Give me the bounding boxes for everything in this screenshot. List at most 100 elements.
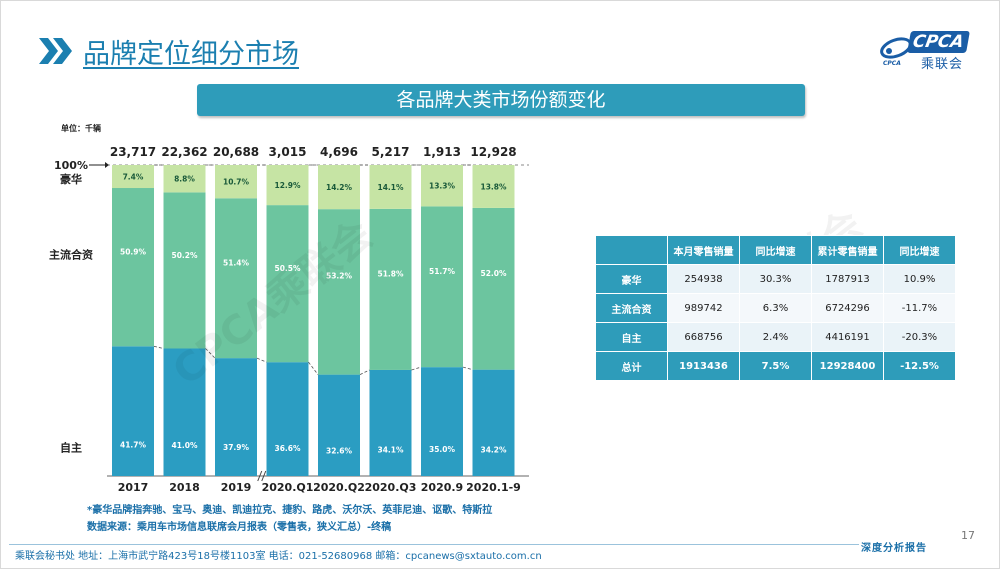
table-cell: 1913436 <box>667 351 740 381</box>
axis-break-mark <box>261 470 267 482</box>
row-header: 豪华 <box>595 264 668 294</box>
data-label: 14.1% <box>377 183 404 192</box>
footer-divider <box>9 544 859 545</box>
data-label: 41.0% <box>171 441 198 450</box>
data-label: 50.5% <box>274 264 301 273</box>
table-row: 主流合资 989742 6.3% 6724296 -11.7% <box>595 293 956 323</box>
table-row: 豪华 254938 30.3% 1787913 10.9% <box>595 264 956 294</box>
data-label: 32.6% <box>326 447 353 456</box>
bar-豪华-2020.9 <box>421 165 463 207</box>
chart-banner: 各品牌大类市场份额变化 <box>197 84 805 116</box>
table-header-row: 本月零售销量 同比增速 累计零售销量 同比增速 <box>595 235 956 265</box>
row-header: 总计 <box>595 351 668 381</box>
logo-brand: CPCA <box>907 31 970 53</box>
cpca-logo: CPCA 乘联会 CPCA <box>879 31 974 72</box>
boundary-connector <box>205 348 216 359</box>
bar-主流合资-2019 <box>215 198 257 359</box>
table-header-cell <box>595 235 668 265</box>
top-100-label: 100% <box>54 159 88 172</box>
bar-主流合资-2020.Q3 <box>369 208 412 370</box>
data-label: 35.0% <box>429 445 456 454</box>
bar-豪华-2017 <box>112 165 154 189</box>
x-tick-label: 2020.Q3 <box>365 481 417 494</box>
data-label: 12.9% <box>274 181 301 190</box>
table-cell: 12928400 <box>811 351 884 381</box>
bar-自主-2019 <box>215 358 257 476</box>
table-row: 自主 668756 2.4% 4416191 -20.3% <box>595 322 956 352</box>
data-label: 10.7% <box>223 178 250 187</box>
table-header-cell: 本月零售销量 <box>667 235 740 265</box>
bar-主流合资-2020.9 <box>421 206 463 368</box>
total-label: 5,217 <box>372 145 410 159</box>
total-label: 4,696 <box>320 145 358 159</box>
table-total-row: 总计 1913436 7.5% 12928400 -12.5% <box>595 351 956 381</box>
x-tick-label: 2020.Q1 <box>262 481 314 494</box>
data-label: 34.2% <box>480 446 507 455</box>
bar-自主-2020.Q1 <box>266 362 309 476</box>
data-label: 51.7% <box>429 267 456 276</box>
data-source: 数据来源：乘用车市场信息联席会月报表（零售表，狭义汇总）-终稿 <box>87 522 392 533</box>
table-header-cell: 累计零售销量 <box>811 235 884 265</box>
axis-break-mark <box>257 470 263 482</box>
bar-豪华-2018 <box>163 165 206 193</box>
table-cell: 6724296 <box>811 293 884 323</box>
data-label: 7.4% <box>123 173 144 182</box>
data-label: 50.9% <box>120 247 147 256</box>
table-cell: 2.4% <box>739 322 812 352</box>
table-cell: 10.9% <box>883 264 956 294</box>
data-label: 14.2% <box>326 183 353 192</box>
table-header-cell: 同比增速 <box>883 235 956 265</box>
double-chevron-icon <box>39 38 75 64</box>
table-cell: -20.3% <box>883 322 956 352</box>
x-tick-label: 2020.1-9 <box>466 481 521 494</box>
data-label: 34.1% <box>377 446 404 455</box>
series-label: 主流合资 <box>49 247 93 261</box>
boundary-connector <box>153 345 164 349</box>
bar-自主-2020.9 <box>421 367 463 476</box>
data-label: 50.2% <box>171 251 198 260</box>
table-cell: -12.5% <box>883 351 956 381</box>
table-cell: -11.7% <box>883 293 956 323</box>
table-cell: 7.5% <box>739 351 812 381</box>
footer-report-label: 深度分析报告 <box>861 543 927 554</box>
bar-主流合资-2020.Q1 <box>266 205 309 363</box>
bar-自主-2017 <box>112 346 154 476</box>
slide-header: 品牌定位细分市场 <box>39 31 299 71</box>
boundary-connector <box>256 357 267 363</box>
x-tick-label: 2018 <box>169 481 200 494</box>
footnote: *豪华品牌指奔驰、宝马、奥迪、凯迪拉克、捷豹、路虎、沃尔沃、英菲尼迪、讴歌、特斯… <box>87 505 493 516</box>
bar-自主-2020.Q2 <box>318 374 360 476</box>
bar-豪华-2020.Q1 <box>266 165 309 206</box>
total-label: 20,688 <box>213 145 259 159</box>
row-header: 主流合资 <box>595 293 668 323</box>
page-number: 17 <box>961 529 975 542</box>
boundary-connector <box>462 366 473 371</box>
top-100-arrow-head <box>105 162 109 168</box>
table-cell: 254938 <box>667 264 740 294</box>
x-tick-label: 2020.Q2 <box>313 481 365 494</box>
table-cell: 1787913 <box>811 264 884 294</box>
total-label: 23,717 <box>110 145 156 159</box>
x-tick-label: 2020.9 <box>421 481 463 494</box>
bar-豪华-2019 <box>215 165 257 199</box>
unit-label: 单位：千辆 <box>61 123 101 133</box>
bar-豪华-2020.1-9 <box>472 165 515 208</box>
bar-豪华-2020.Q2 <box>318 165 360 210</box>
data-label: 53.2% <box>326 272 353 281</box>
data-label: 37.9% <box>223 443 250 452</box>
table-cell: 30.3% <box>739 264 812 294</box>
table-cell: 6.3% <box>739 293 812 323</box>
boundary-connector <box>411 366 422 371</box>
total-label: 3,015 <box>269 145 307 159</box>
total-label: 1,913 <box>423 145 461 159</box>
table-cell: 4416191 <box>811 322 884 352</box>
stacked-bar-chart: 单位：千辆 100% 41.7% 50.9% 7.4% 23,717 2017 41.0% 50… <box>49 123 529 494</box>
x-tick-label: 2017 <box>118 481 149 494</box>
footer-contact: 乘联会秘书处 地址：上海市武宁路423号18号楼1103室 电话：021-526… <box>15 551 542 562</box>
row-header: 自主 <box>595 322 668 352</box>
series-label: 自主 <box>60 440 82 454</box>
series-label: 豪华 <box>60 172 82 186</box>
boundary-connector <box>308 361 319 375</box>
bar-自主-2020.Q3 <box>369 369 412 476</box>
table-header-cell: 同比增速 <box>739 235 812 265</box>
